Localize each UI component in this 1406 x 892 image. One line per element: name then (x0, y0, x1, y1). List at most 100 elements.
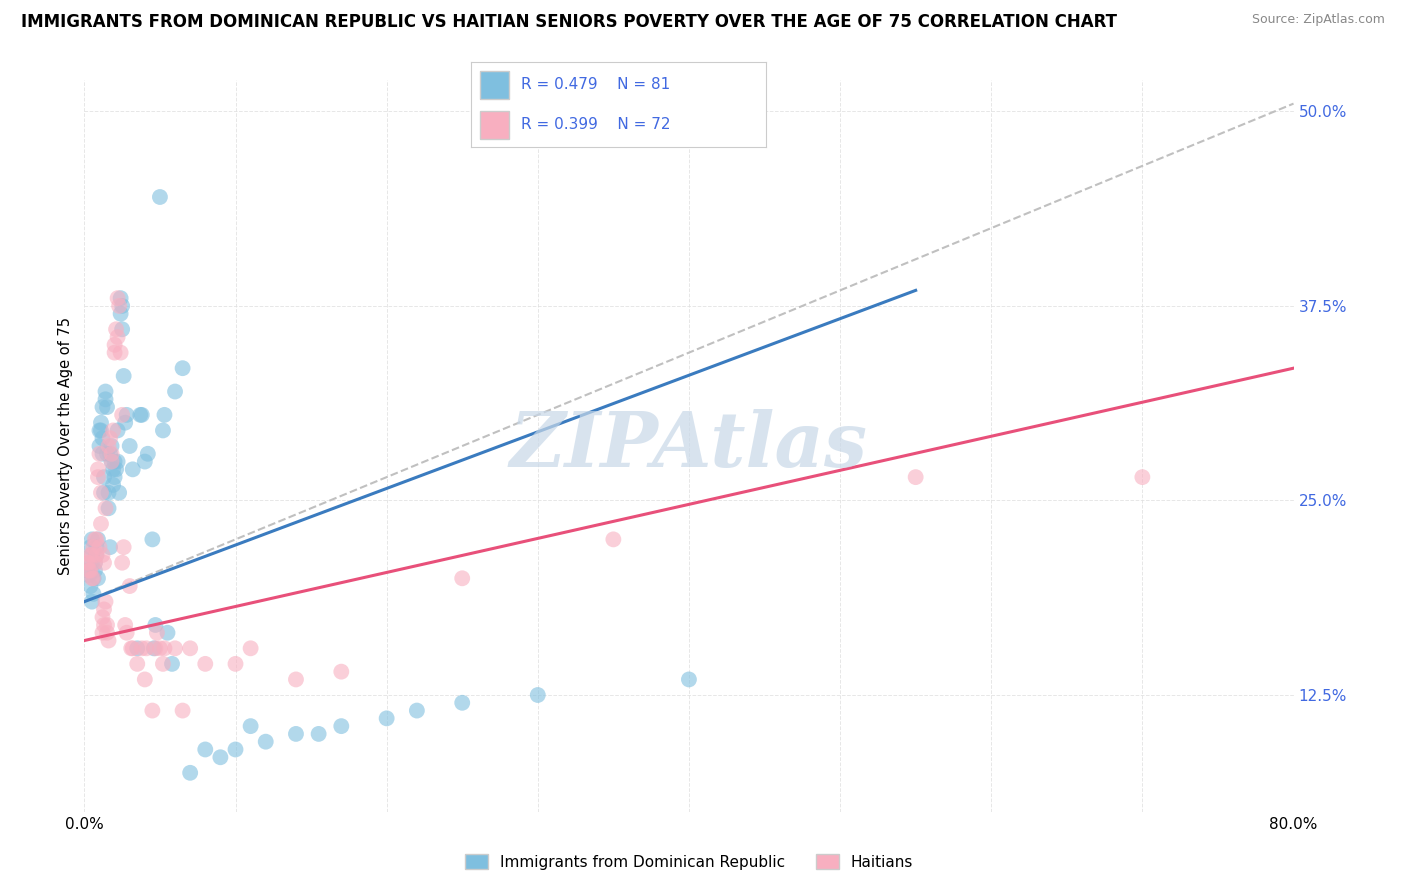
Point (104, 454, 127, 468)
Point (904, 470, 927, 484)
Point (330, 665, 353, 679)
Point (91, 447, 114, 461)
Point (80, 594, 103, 608)
Point (527, 688, 550, 702)
Point (98, 447, 121, 461)
Point (127, 657, 149, 671)
Point (76, 556, 98, 570)
Point (77, 564, 100, 578)
Point (111, 299, 134, 313)
Point (80, 571, 103, 585)
Point (101, 478, 124, 492)
Point (115, 408, 138, 422)
Point (91, 431, 114, 445)
Point (284, 727, 308, 741)
Point (172, 361, 194, 376)
Point (121, 462, 143, 476)
Point (225, 742, 247, 756)
Point (86, 548, 108, 562)
Point (110, 307, 132, 321)
Point (111, 322, 134, 336)
Point (84, 533, 107, 547)
Point (112, 540, 135, 554)
Point (80, 556, 103, 570)
Point (98, 540, 121, 554)
Point (153, 641, 176, 656)
Point (79, 548, 101, 562)
Point (284, 673, 308, 687)
Point (110, 291, 132, 305)
Point (104, 345, 127, 359)
Point (94, 384, 117, 399)
Point (108, 299, 131, 313)
Text: ZIPAtlas: ZIPAtlas (510, 409, 868, 483)
Point (100, 439, 122, 453)
Point (91, 548, 114, 562)
Text: Source: ZipAtlas.com: Source: ZipAtlas.com (1251, 13, 1385, 27)
Point (77, 556, 100, 570)
Point (89, 447, 111, 461)
Point (146, 625, 169, 640)
Point (152, 424, 174, 438)
Point (145, 618, 167, 632)
Point (79, 579, 101, 593)
Point (134, 673, 156, 687)
Point (79, 564, 101, 578)
Point (96, 625, 118, 640)
Point (239, 719, 262, 733)
Point (90, 424, 112, 438)
Point (152, 657, 174, 671)
Point (118, 439, 141, 453)
Point (86, 540, 108, 554)
Point (406, 704, 429, 718)
Point (194, 742, 217, 756)
Point (145, 641, 167, 656)
Point (134, 454, 156, 468)
Point (111, 408, 134, 422)
Point (107, 424, 129, 438)
Point (100, 447, 122, 461)
Point (87, 533, 110, 547)
Point (91, 400, 114, 414)
Point (172, 704, 194, 718)
Point (90, 416, 112, 430)
Point (76, 564, 98, 578)
Point (142, 641, 165, 656)
Point (104, 338, 127, 352)
Point (114, 416, 136, 430)
Point (108, 485, 131, 500)
Point (80, 533, 103, 547)
Point (84, 564, 107, 578)
Point (97, 439, 120, 453)
Point (97, 633, 120, 648)
Bar (479, 71, 509, 99)
Point (120, 641, 142, 656)
Point (90, 485, 112, 500)
Point (93, 602, 115, 616)
Point (93, 470, 115, 484)
Point (179, 641, 201, 656)
Point (100, 454, 122, 468)
Point (87, 470, 110, 484)
Point (239, 641, 262, 656)
Point (94, 392, 117, 407)
Point (110, 345, 132, 359)
Point (112, 368, 135, 383)
Point (80, 548, 103, 562)
Point (80, 548, 103, 562)
Point (93, 556, 115, 570)
Point (82, 571, 104, 585)
Point (89, 540, 111, 554)
Point (90, 516, 112, 531)
Point (82, 540, 104, 554)
Point (179, 765, 201, 780)
Point (153, 408, 176, 422)
Point (86, 533, 108, 547)
Point (225, 657, 247, 671)
Point (127, 641, 149, 656)
Text: R = 0.479    N = 81: R = 0.479 N = 81 (522, 77, 671, 92)
Point (79, 540, 101, 554)
Legend: Immigrants from Dominican Republic, Haitians: Immigrants from Dominican Republic, Hait… (457, 846, 921, 877)
Point (118, 579, 141, 593)
Point (156, 625, 179, 640)
